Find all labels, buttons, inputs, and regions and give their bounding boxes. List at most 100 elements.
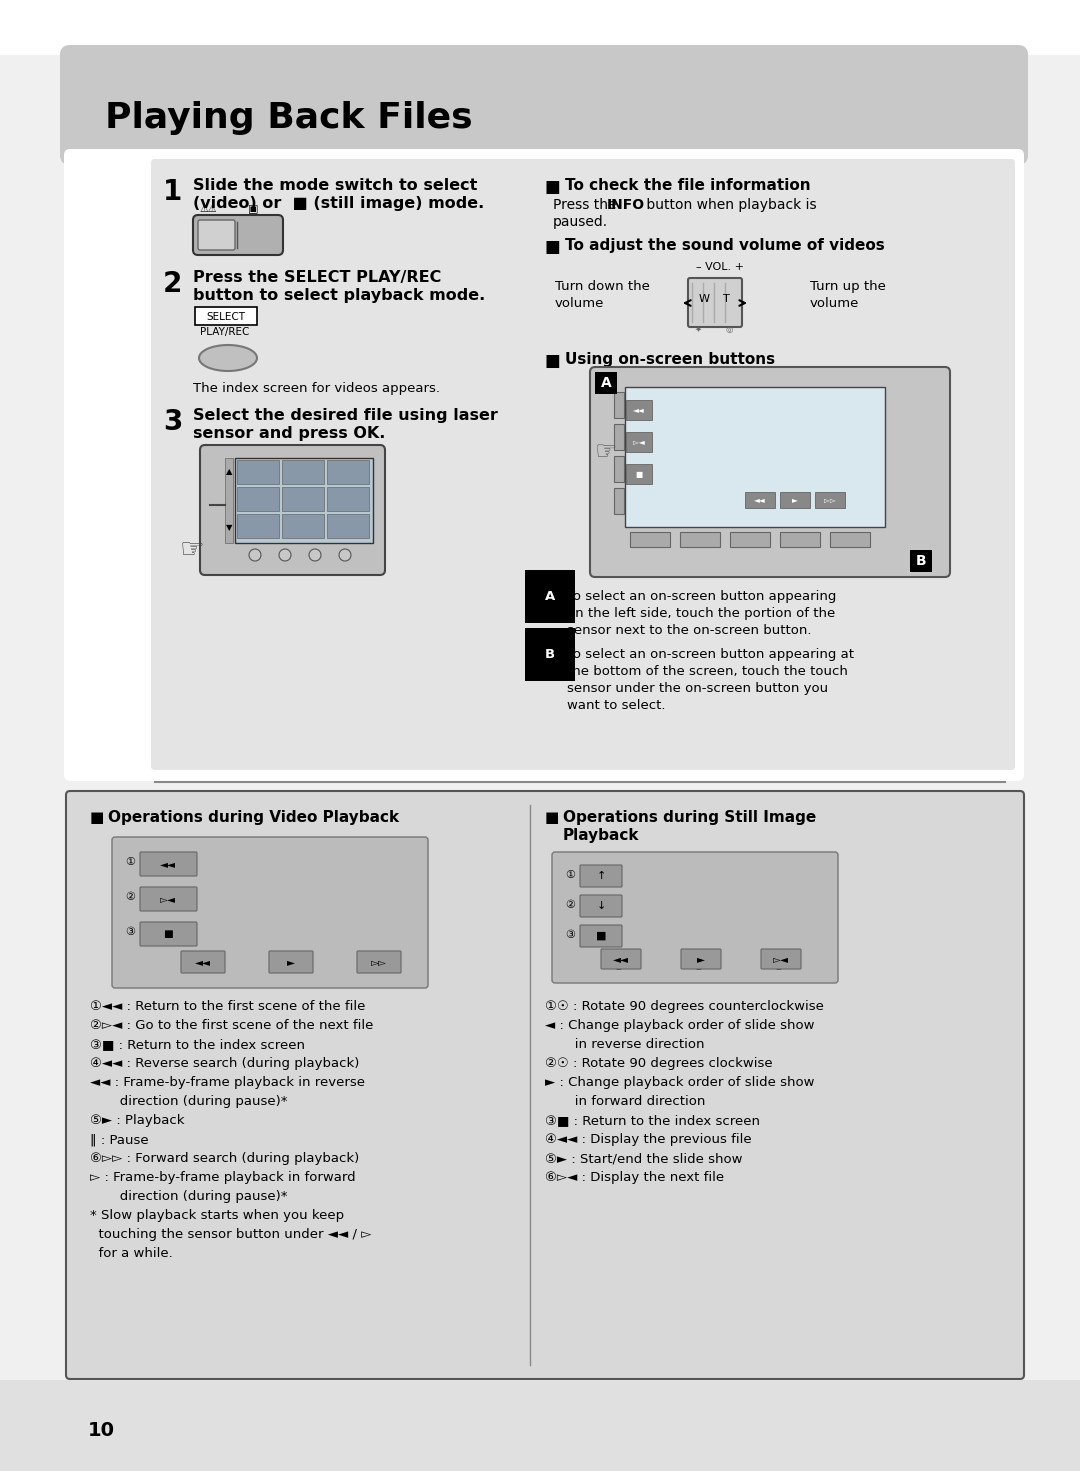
Text: * Slow playback starts when you keep: * Slow playback starts when you keep xyxy=(90,1209,345,1222)
Text: ▻◄: ▻◄ xyxy=(773,955,789,964)
Text: ②☉ : Rotate 90 degrees clockwise: ②☉ : Rotate 90 degrees clockwise xyxy=(545,1058,772,1069)
Text: ①◄◄ : Return to the first scene of the file: ①◄◄ : Return to the first scene of the f… xyxy=(90,1000,365,1014)
Text: ►: ► xyxy=(697,955,705,964)
Text: 2: 2 xyxy=(163,271,183,299)
Circle shape xyxy=(249,549,261,560)
FancyBboxPatch shape xyxy=(761,949,801,969)
Text: ■: ■ xyxy=(545,238,561,256)
Text: To select an on-screen button appearing at: To select an on-screen button appearing … xyxy=(567,649,854,660)
FancyBboxPatch shape xyxy=(151,159,1015,769)
Text: Playback: Playback xyxy=(563,828,639,843)
Bar xyxy=(780,533,820,547)
Text: ④: ④ xyxy=(613,962,623,972)
Bar xyxy=(225,457,233,543)
Text: ■: ■ xyxy=(545,352,561,371)
Text: The index screen for videos appears.: The index screen for videos appears. xyxy=(193,382,440,396)
Text: Select the desired file using laser: Select the desired file using laser xyxy=(193,407,498,424)
Text: ⑥: ⑥ xyxy=(372,965,381,975)
Text: button to select playback mode.: button to select playback mode. xyxy=(193,288,485,303)
Text: ◄◄: ◄◄ xyxy=(613,955,629,964)
Bar xyxy=(626,432,652,452)
Text: ▻▻: ▻▻ xyxy=(372,958,387,966)
Text: ◄◄: ◄◄ xyxy=(633,406,645,415)
Circle shape xyxy=(309,549,321,560)
Text: direction (during pause)*: direction (during pause)* xyxy=(90,1190,287,1203)
Bar xyxy=(237,487,279,510)
Text: ◄◄: ◄◄ xyxy=(754,496,766,505)
Text: ■: ■ xyxy=(90,811,105,825)
Bar xyxy=(282,513,324,538)
Bar xyxy=(626,400,652,421)
Circle shape xyxy=(279,549,291,560)
Text: ▲: ▲ xyxy=(226,468,232,477)
FancyBboxPatch shape xyxy=(181,950,225,972)
Text: ✦: ✦ xyxy=(696,325,702,334)
Text: button when playback is: button when playback is xyxy=(642,199,816,212)
Bar xyxy=(282,460,324,484)
Text: ④◄◄ : Reverse search (during playback): ④◄◄ : Reverse search (during playback) xyxy=(90,1058,360,1069)
Bar xyxy=(327,460,369,484)
Text: ■: ■ xyxy=(545,811,559,825)
FancyBboxPatch shape xyxy=(195,307,257,325)
Bar xyxy=(745,491,775,507)
Ellipse shape xyxy=(199,346,257,371)
Text: for a while.: for a while. xyxy=(90,1247,173,1261)
Bar xyxy=(282,487,324,510)
Text: Turn down the: Turn down the xyxy=(555,279,650,293)
Text: Slide the mode switch to select: Slide the mode switch to select xyxy=(193,178,483,193)
Text: ■: ■ xyxy=(635,469,643,478)
FancyBboxPatch shape xyxy=(112,837,428,989)
Text: W: W xyxy=(699,294,710,304)
Text: ►: ► xyxy=(792,496,798,505)
Bar xyxy=(910,550,932,572)
Text: ③: ③ xyxy=(565,930,575,940)
Bar xyxy=(237,513,279,538)
FancyBboxPatch shape xyxy=(198,221,235,250)
Text: B: B xyxy=(545,649,555,660)
Text: ②▻◄ : Go to the first scene of the next file: ②▻◄ : Go to the first scene of the next … xyxy=(90,1019,374,1033)
Text: ②: ② xyxy=(125,891,135,902)
Bar xyxy=(730,533,770,547)
Text: volume: volume xyxy=(810,297,860,310)
FancyBboxPatch shape xyxy=(681,949,721,969)
Text: in reverse direction: in reverse direction xyxy=(545,1039,704,1050)
Bar xyxy=(0,1380,1080,1471)
Bar xyxy=(831,533,870,547)
Text: sensor and press OK.: sensor and press OK. xyxy=(193,427,386,441)
FancyBboxPatch shape xyxy=(590,366,950,577)
Bar xyxy=(237,460,279,484)
Text: ◄◄: ◄◄ xyxy=(195,958,211,966)
Text: ☞: ☞ xyxy=(180,535,205,563)
Text: To adjust the sound volume of videos: To adjust the sound volume of videos xyxy=(565,238,885,253)
Text: ►: ► xyxy=(287,958,295,966)
Text: sensor under the on-screen button you: sensor under the on-screen button you xyxy=(567,683,828,694)
Text: INFO: INFO xyxy=(607,199,645,212)
Text: touching the sensor button under ◄◄ / ▻: touching the sensor button under ◄◄ / ▻ xyxy=(90,1228,372,1242)
FancyBboxPatch shape xyxy=(64,149,1024,781)
Text: ↑: ↑ xyxy=(596,871,606,881)
Text: ⑤► : Start/end the slide show: ⑤► : Start/end the slide show xyxy=(545,1152,743,1165)
Text: direction (during pause)*: direction (during pause)* xyxy=(90,1094,287,1108)
Bar xyxy=(615,424,624,450)
Text: ◎: ◎ xyxy=(725,325,732,334)
Bar xyxy=(626,463,652,484)
FancyBboxPatch shape xyxy=(552,852,838,983)
Text: (video) or  ■ (still image) mode.: (video) or ■ (still image) mode. xyxy=(193,196,484,210)
Text: ⑤: ⑤ xyxy=(693,962,703,972)
Text: ②: ② xyxy=(565,900,575,911)
Text: T: T xyxy=(723,294,730,304)
Bar xyxy=(595,372,617,394)
FancyBboxPatch shape xyxy=(600,949,642,969)
FancyBboxPatch shape xyxy=(200,446,384,575)
Text: A: A xyxy=(600,377,611,390)
Text: ①☉ : Rotate 90 degrees counterclockwise: ①☉ : Rotate 90 degrees counterclockwise xyxy=(545,1000,824,1014)
Text: ▣: ▣ xyxy=(248,204,258,213)
Bar xyxy=(615,391,624,418)
Text: ‖ : Pause: ‖ : Pause xyxy=(90,1133,149,1146)
Text: ▼: ▼ xyxy=(226,524,232,533)
FancyBboxPatch shape xyxy=(580,925,622,947)
Text: ▻ : Frame-by-frame playback in forward: ▻ : Frame-by-frame playback in forward xyxy=(90,1171,355,1184)
Text: ⑤: ⑤ xyxy=(283,965,293,975)
Text: B: B xyxy=(916,555,927,568)
Text: the bottom of the screen, touch the touch: the bottom of the screen, touch the touc… xyxy=(567,665,848,678)
